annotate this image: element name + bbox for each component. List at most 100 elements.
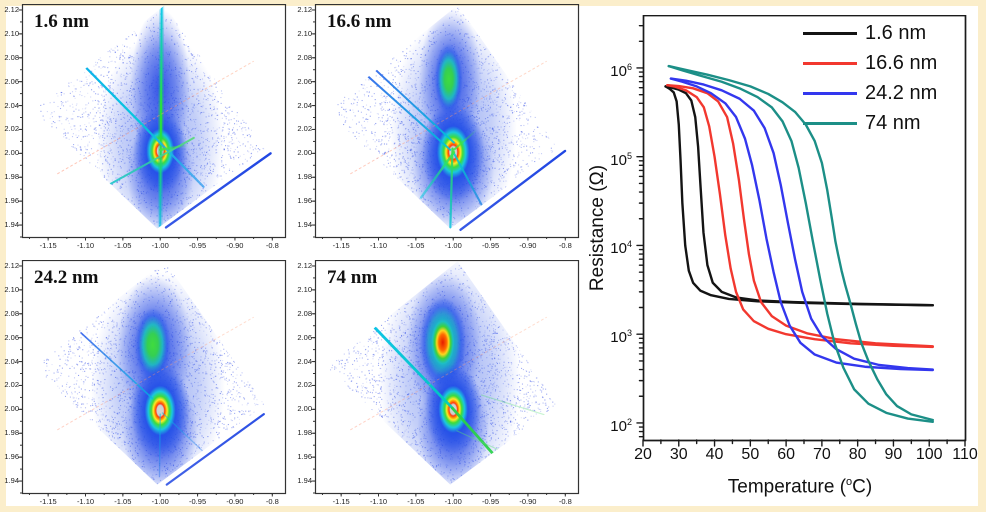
- rsm-y-tick-label: 2.10: [297, 284, 312, 294]
- panel-label: 74 nm: [327, 267, 378, 288]
- rsm-panel-16.6nm: 16.6 nm 2.12 2.10 2.08 2.06 2.04 2.02 2.00 1.98…: [293, 0, 590, 256]
- rsm-x-tick-label: -1.10: [369, 241, 388, 250]
- legend-entry-1.6-nm: 1.6 nm: [803, 18, 937, 48]
- rt-x-tick-label: 20: [634, 446, 652, 463]
- rsm-y-tick-label: 2.10: [4, 28, 19, 38]
- rsm-y-tick-label: 2.12: [297, 4, 312, 14]
- rsm-x-tick-label: -1.15: [332, 497, 350, 506]
- rsm-x-tick-label: -0.90: [226, 241, 244, 250]
- rsm-y-tick-label: 1.96: [297, 452, 312, 462]
- x-axis-title: Temperature (oC): [727, 476, 873, 498]
- rsm-x-tick-label: -1.00: [151, 241, 169, 250]
- legend-entry-16.6-nm: 16.6 nm: [803, 48, 937, 78]
- rsm-y-tick-label: 1.94: [297, 476, 312, 486]
- rt-x-tick-label: 100: [915, 446, 943, 463]
- rsm-canvas-1.6nm: [14, 4, 293, 245]
- rsm-x-tick-label: -0.90: [226, 497, 244, 506]
- legend-label: 74 nm: [865, 111, 921, 134]
- rsm-y-tick-label: 2.10: [4, 284, 19, 294]
- rsm-x-tick-label: -0.8: [265, 241, 279, 250]
- rsm-x-tick-label: -1.00: [151, 497, 169, 506]
- rsm-y-tick-label: 2.02: [4, 124, 19, 134]
- rsm-x-tick-label: -1.05: [407, 497, 425, 506]
- rsm-x-tick-label: -1.00: [444, 241, 462, 250]
- rsm-y-tick-label: 2.02: [297, 380, 312, 390]
- rsm-x-tick-label: -0.8: [558, 497, 572, 506]
- rsm-y-tick-label: 1.96: [4, 196, 19, 206]
- rsm-y-tick-label: 2.06: [4, 76, 19, 86]
- rt-x-tick-label: 40: [705, 446, 724, 463]
- rsm-y-tick-label: 2.02: [297, 124, 312, 134]
- rsm-y-tick-label: 2.10: [297, 28, 312, 38]
- rsm-canvas-74nm: [307, 260, 586, 501]
- rsm-x-tick-label: -1.15: [39, 497, 57, 506]
- rsm-y-tick-label: 2.00: [297, 148, 312, 158]
- rsm-x-tick-label: -1.10: [76, 241, 95, 250]
- legend-entry-24.2-nm: 24.2 nm: [803, 78, 937, 108]
- rsm-y-tick-label: 2.00: [297, 404, 312, 414]
- panel-label: 16.6 nm: [327, 11, 392, 32]
- rt-y-tick-label: 102: [610, 416, 632, 435]
- legend-label: 1.6 nm: [865, 21, 927, 44]
- rt-y-tick-label: 106: [610, 61, 632, 80]
- rsm-panel-1.6nm: 1.6 nm 2.12 2.10 2.08 2.06 2.04 2.02 2.00 1.98 1…: [0, 0, 297, 256]
- rsm-y-tick-label: 1.96: [4, 452, 19, 462]
- legend-label: 16.6 nm: [865, 51, 938, 74]
- rt-x-tick-label: 90: [884, 446, 903, 463]
- rt-x-tick-label: 30: [669, 446, 688, 463]
- rsm-x-tick-label: -1.15: [39, 241, 57, 250]
- rt-x-tick-label: 50: [741, 446, 760, 463]
- rsm-x-tick-label: -0.95: [482, 497, 500, 506]
- rt-x-tick-label: 80: [848, 446, 867, 463]
- rsm-y-tick-label: 2.02: [4, 380, 19, 390]
- rsm-x-tick-label: -1.05: [114, 497, 132, 506]
- rt-y-tick-label: 104: [610, 239, 632, 258]
- rsm-y-tick-label: 2.06: [297, 332, 312, 342]
- rsm-y-tick-label: 2.08: [297, 308, 312, 318]
- legend: 1.6 nm 16.6 nm 24.2 nm 74 nm: [803, 18, 937, 138]
- rsm-y-tick-label: 2.12: [4, 4, 19, 14]
- resistance-temperature-chart: Temperature (oC) Resistance (Ω) 1.6 nm 16…: [587, 0, 986, 512]
- rt-x-tick-label: 70: [812, 446, 831, 463]
- rsm-panel-74nm: 74 nm 2.12 2.10 2.08 2.06 2.04 2.02 2.00 1.98 1.…: [293, 256, 590, 512]
- rsm-y-tick-label: 1.98: [4, 428, 19, 438]
- rsm-x-tick-label: -0.90: [519, 241, 537, 250]
- legend-line-swatch: [803, 61, 857, 65]
- rsm-x-tick-label: -0.95: [189, 497, 207, 506]
- legend-label: 24.2 nm: [865, 81, 938, 104]
- rsm-x-tick-label: -0.95: [482, 241, 500, 250]
- rsm-y-tick-label: 1.94: [297, 220, 312, 230]
- rsm-y-tick-label: 2.00: [4, 148, 19, 158]
- rsm-y-tick-label: 2.00: [4, 404, 19, 414]
- rsm-canvas-24.2nm: [14, 260, 293, 501]
- rsm-y-tick-label: 2.04: [297, 356, 312, 366]
- rsm-x-tick-label: -1.10: [369, 497, 388, 506]
- rsm-x-tick-label: -0.95: [189, 241, 207, 250]
- rsm-y-tick-label: 1.94: [4, 220, 19, 230]
- rsm-x-tick-label: -1.05: [114, 241, 132, 250]
- panel-label: 1.6 nm: [34, 11, 89, 32]
- rsm-y-tick-label: 2.06: [4, 332, 19, 342]
- rt-x-tick-label: 60: [777, 446, 795, 463]
- rsm-y-tick-label: 2.08: [4, 308, 19, 318]
- rsm-panel-24.2nm: 24.2 nm 2.12 2.10 2.08 2.06 2.04 2.02 2.00 1.98…: [0, 256, 297, 512]
- legend-entry-74-nm: 74 nm: [803, 108, 937, 138]
- rsm-x-tick-label: -1.00: [444, 497, 462, 506]
- rsm-y-tick-label: 2.12: [4, 260, 19, 270]
- rsm-canvas-16.6nm: [307, 4, 586, 245]
- rsm-x-tick-label: -0.8: [265, 497, 279, 506]
- legend-line-swatch: [803, 91, 857, 95]
- rsm-y-tick-label: 2.12: [297, 260, 312, 270]
- rsm-x-tick-label: -0.90: [519, 497, 537, 506]
- panel-label: 24.2 nm: [34, 267, 99, 288]
- rt-curves-canvas: [635, 15, 973, 448]
- rsm-y-tick-label: 2.04: [4, 356, 19, 366]
- rt-x-tick-label: 110: [952, 446, 978, 463]
- rsm-x-tick-label: -1.10: [76, 497, 95, 506]
- rsm-y-tick-label: 1.98: [297, 172, 312, 182]
- rsm-x-tick-label: -0.8: [558, 241, 572, 250]
- rsm-y-tick-label: 2.08: [297, 52, 312, 62]
- rsm-y-tick-label: 1.98: [297, 428, 312, 438]
- rt-y-tick-label: 105: [610, 150, 632, 169]
